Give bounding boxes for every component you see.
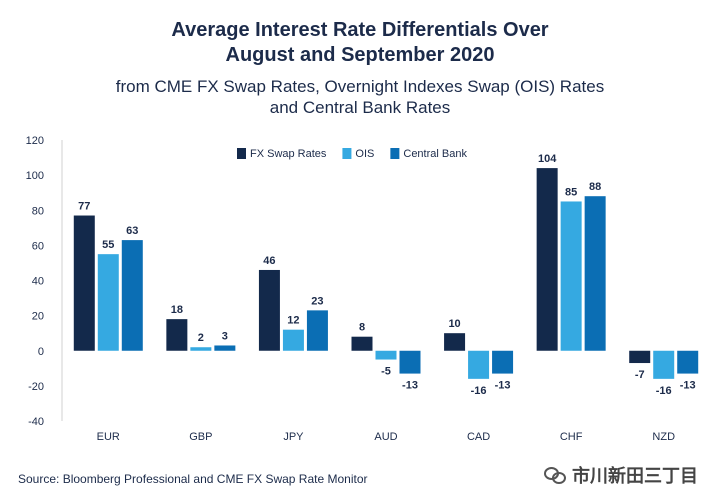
data-label: -13 [680, 380, 696, 392]
legend-label: FX Swap Rates [250, 148, 327, 160]
y-tick-label: 0 [38, 346, 44, 358]
y-tick-label: 40 [32, 276, 44, 288]
x-tick-label: EUR [97, 431, 120, 443]
data-label: 77 [78, 201, 90, 213]
data-label: 18 [171, 304, 183, 316]
bar-jpy-central-bank [306, 310, 328, 351]
legend-swatch [342, 148, 352, 159]
data-label: 3 [222, 330, 228, 342]
data-label: -13 [495, 380, 511, 392]
data-label: -16 [656, 385, 672, 397]
data-label: -13 [402, 380, 418, 392]
bar-nzd-central-bank [677, 350, 699, 374]
source-note: Source: Bloomberg Professional and CME F… [18, 472, 368, 486]
x-tick-label: CAD [467, 431, 490, 443]
wechat-icon [544, 467, 566, 484]
y-tick-label: 80 [32, 205, 44, 217]
bar-cad-fx-swap-rates [444, 333, 466, 351]
data-label: -16 [471, 385, 487, 397]
x-tick-label: NZD [652, 431, 675, 443]
bar-chf-central-bank [584, 196, 606, 351]
bar-gbp-central-bank [214, 345, 236, 351]
data-label: 63 [126, 225, 138, 237]
chart-subtitle: from CME FX Swap Rates, Overnight Indexe… [115, 77, 605, 117]
legend-label: Central Bank [403, 148, 467, 160]
bar-aud-ois [375, 350, 397, 360]
bar-cad-central-bank [492, 350, 514, 374]
y-tick-label: -20 [28, 381, 44, 393]
data-label: 104 [538, 153, 557, 165]
data-label: 85 [565, 186, 577, 198]
y-tick-label: 60 [32, 240, 44, 252]
bar-aud-central-bank [399, 350, 421, 374]
legend-swatch [237, 148, 246, 159]
data-label: 8 [359, 322, 365, 334]
y-tick-label: -40 [28, 416, 44, 428]
bar-chf-fx-swap-rates [536, 168, 558, 351]
bar-cad-ois [468, 350, 490, 379]
bar-nzd-ois [653, 350, 675, 379]
chart-title: Average Interest Rate Differentials Over… [171, 19, 549, 66]
data-label: 55 [102, 239, 114, 251]
legend-swatch [390, 148, 400, 159]
bar-jpy-fx-swap-rates [258, 269, 280, 351]
data-label: 23 [311, 295, 323, 307]
bar-eur-central-bank [121, 240, 143, 351]
data-label: -5 [381, 366, 391, 378]
y-tick-label: 100 [26, 170, 44, 182]
data-label: 2 [198, 332, 204, 344]
bar-gbp-ois [190, 347, 212, 351]
bar-aud-fx-swap-rates [351, 336, 373, 351]
data-label: 12 [287, 315, 299, 327]
x-tick-label: JPY [283, 431, 304, 443]
x-tick-label: GBP [189, 431, 212, 443]
bar-chf-ois [560, 201, 582, 351]
watermark: 市川新田三丁目 [544, 462, 698, 488]
x-tick-label: AUD [374, 431, 397, 443]
data-label: -7 [635, 369, 645, 381]
watermark-text: 市川新田三丁目 [572, 466, 698, 486]
data-label: 46 [263, 255, 275, 267]
legend-label: OIS [355, 148, 374, 160]
data-label: 10 [448, 318, 460, 330]
y-tick-label: 120 [26, 135, 44, 147]
bar-gbp-fx-swap-rates [166, 319, 188, 351]
title-block: Average Interest Rate Differentials Over… [0, 18, 720, 118]
bar-jpy-ois [282, 329, 304, 351]
data-label: 88 [589, 181, 601, 193]
y-tick-label: 20 [32, 311, 44, 323]
bar-nzd-fx-swap-rates [629, 350, 651, 364]
bar-eur-ois [97, 254, 119, 351]
bar-eur-fx-swap-rates [73, 215, 95, 351]
x-tick-label: CHF [560, 431, 583, 443]
